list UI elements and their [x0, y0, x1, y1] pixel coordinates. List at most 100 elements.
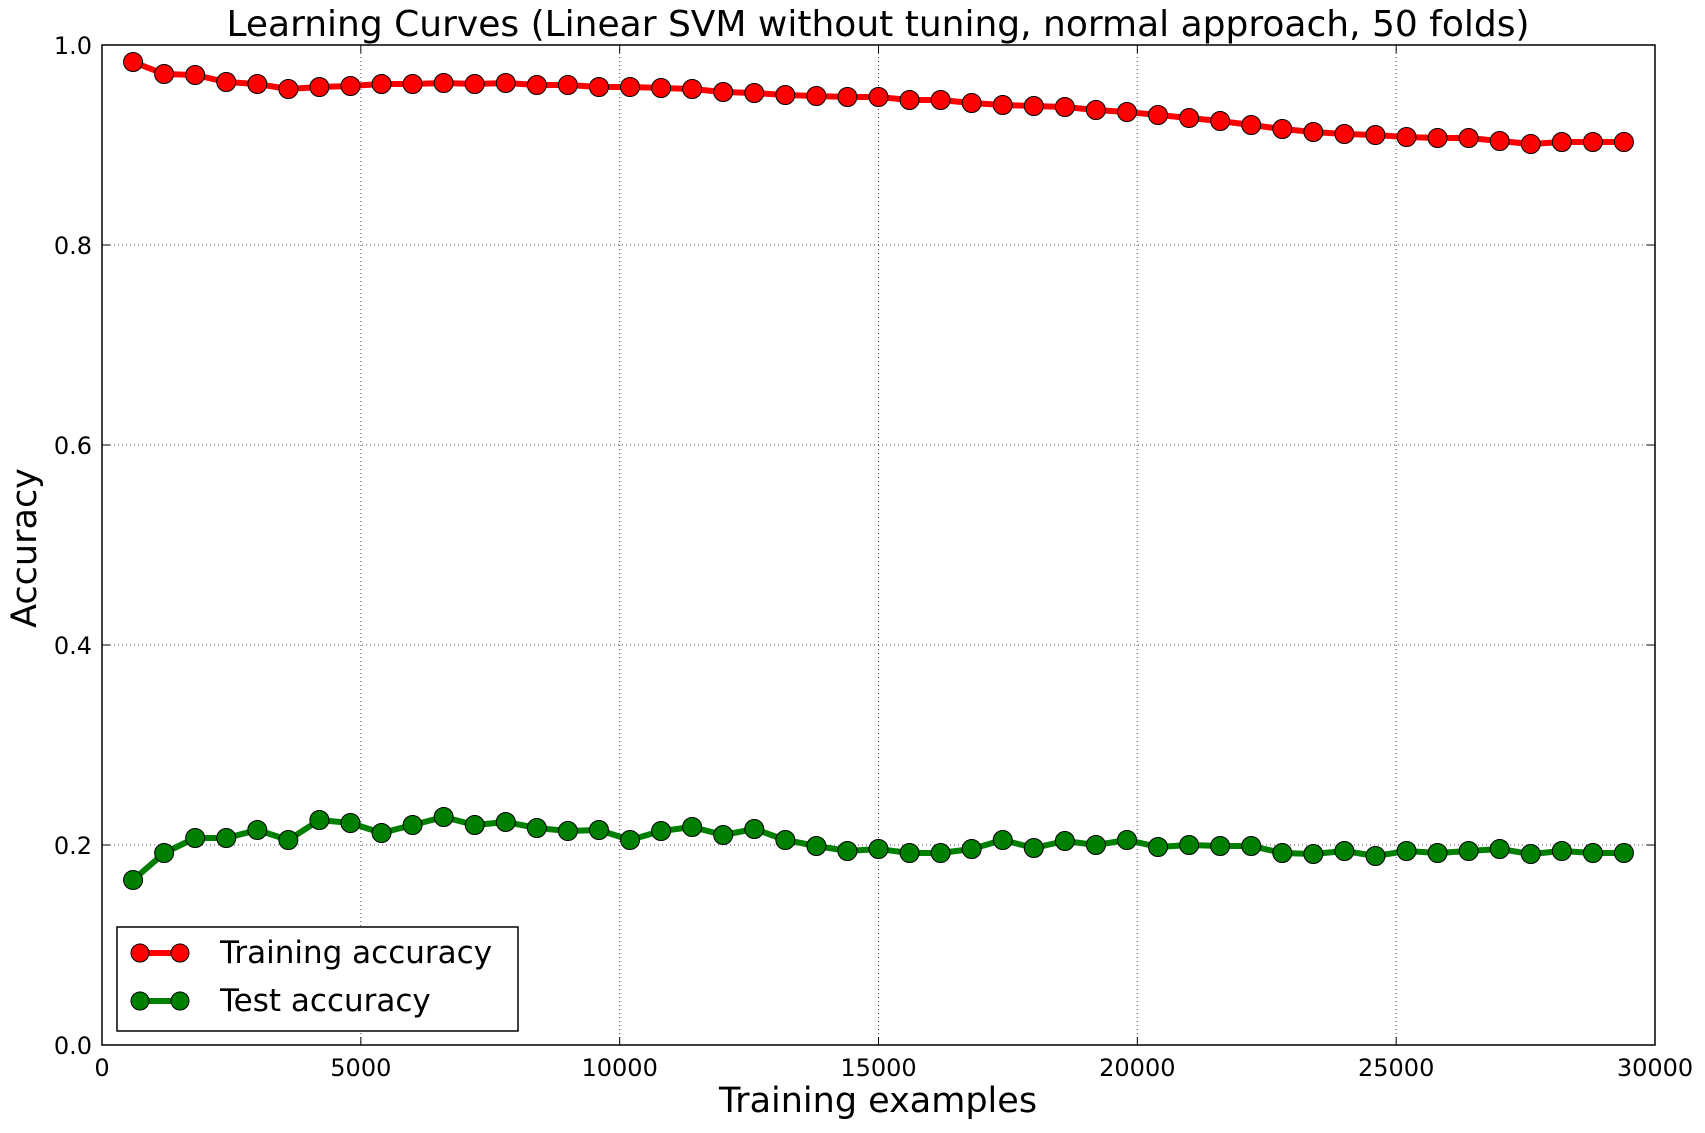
legend-label-training: Training accuracy	[219, 935, 492, 971]
data-point-training-accuracy	[588, 77, 609, 97]
data-point-test-accuracy	[744, 819, 765, 839]
data-point-test-accuracy	[1054, 831, 1075, 851]
data-point-training-accuracy	[1551, 132, 1572, 152]
data-point-training-accuracy	[775, 85, 796, 105]
data-point-test-accuracy	[620, 830, 641, 850]
data-point-test-accuracy	[278, 830, 299, 850]
data-point-test-accuracy	[992, 830, 1013, 850]
axis-ticks: 0 5000 10000 15000 20000 25000 30000 0.0 0.2 0.4 0…	[54, 32, 1693, 1082]
data-point-training-accuracy	[682, 79, 703, 99]
data-point-training-accuracy	[1179, 108, 1200, 128]
data-point-test-accuracy	[247, 820, 268, 840]
data-point-training-accuracy	[1458, 128, 1479, 148]
data-point-training-accuracy	[651, 78, 672, 98]
data-point-test-accuracy	[123, 870, 144, 890]
x-tick-label: 30000	[1617, 1054, 1693, 1082]
series	[123, 52, 1634, 890]
data-point-test-accuracy	[1179, 835, 1200, 855]
data-point-training-accuracy	[1582, 132, 1603, 152]
data-point-test-accuracy	[651, 821, 672, 841]
legend-label-test: Test accuracy	[219, 983, 431, 1019]
data-point-training-accuracy	[1489, 131, 1510, 151]
data-point-test-accuracy	[1458, 841, 1479, 861]
y-tick-label: 1.0	[54, 32, 92, 60]
y-tick-label: 0.4	[54, 632, 92, 660]
data-point-test-accuracy	[1210, 836, 1231, 856]
data-point-test-accuracy	[1613, 843, 1634, 863]
legend-marker-test	[170, 991, 190, 1011]
data-point-training-accuracy	[557, 75, 578, 95]
data-point-training-accuracy	[806, 86, 827, 106]
chart-title: Learning Curves (Linear SVM without tuni…	[226, 4, 1529, 45]
legend-marker-test	[130, 991, 150, 1011]
data-point-training-accuracy	[992, 95, 1013, 115]
legend-marker-training	[130, 943, 150, 963]
x-tick-label: 0	[94, 1054, 109, 1082]
data-point-test-accuracy	[185, 828, 206, 848]
data-point-training-accuracy	[154, 64, 175, 84]
data-point-training-accuracy	[1116, 102, 1137, 122]
data-point-test-accuracy	[1303, 844, 1324, 864]
data-point-test-accuracy	[495, 812, 516, 832]
data-point-test-accuracy	[806, 836, 827, 856]
data-point-training-accuracy	[1241, 115, 1262, 135]
y-tick-label: 0.2	[54, 832, 92, 860]
data-point-test-accuracy	[1334, 841, 1355, 861]
data-point-test-accuracy	[526, 818, 547, 838]
y-tick-label: 0.8	[54, 232, 92, 260]
data-point-test-accuracy	[1023, 838, 1044, 858]
data-point-test-accuracy	[1520, 844, 1541, 864]
data-point-training-accuracy	[744, 83, 765, 103]
data-point-training-accuracy	[1396, 127, 1417, 147]
y-tick-label: 0.0	[54, 1032, 92, 1060]
data-point-test-accuracy	[371, 823, 392, 843]
data-point-test-accuracy	[1148, 837, 1169, 857]
data-point-training-accuracy	[1303, 122, 1324, 142]
data-point-training-accuracy	[837, 87, 858, 107]
data-point-test-accuracy	[1272, 843, 1293, 863]
data-point-training-accuracy	[185, 65, 206, 85]
data-point-training-accuracy	[1023, 96, 1044, 116]
data-point-training-accuracy	[713, 82, 734, 102]
data-point-test-accuracy	[588, 820, 609, 840]
data-point-training-accuracy	[278, 79, 299, 99]
data-point-test-accuracy	[216, 828, 237, 848]
data-point-training-accuracy	[1085, 100, 1106, 120]
legend: Training accuracy Test accuracy	[116, 926, 519, 1032]
data-point-test-accuracy	[868, 839, 889, 859]
data-point-test-accuracy	[1427, 843, 1448, 863]
y-axis-label: Accuracy	[5, 468, 45, 628]
data-point-training-accuracy	[1272, 119, 1293, 139]
data-point-training-accuracy	[216, 72, 237, 92]
x-axis-label: Training examples	[718, 1081, 1037, 1121]
data-point-training-accuracy	[899, 90, 920, 110]
data-point-training-accuracy	[247, 74, 268, 94]
data-point-training-accuracy	[1365, 125, 1386, 145]
x-tick-label: 15000	[840, 1054, 916, 1082]
data-point-test-accuracy	[402, 815, 423, 835]
data-point-test-accuracy	[1085, 835, 1106, 855]
data-point-training-accuracy	[930, 90, 951, 110]
x-tick-label: 5000	[330, 1054, 391, 1082]
data-point-training-accuracy	[340, 76, 361, 96]
data-point-test-accuracy	[713, 825, 734, 845]
data-point-test-accuracy	[1396, 841, 1417, 861]
data-point-training-accuracy	[1520, 134, 1541, 154]
data-point-test-accuracy	[1116, 830, 1137, 850]
data-point-test-accuracy	[1582, 843, 1603, 863]
data-point-training-accuracy	[371, 74, 392, 94]
data-point-training-accuracy	[961, 93, 982, 113]
x-tick-label: 25000	[1358, 1054, 1434, 1082]
data-point-training-accuracy	[1427, 128, 1448, 148]
data-point-training-accuracy	[1148, 105, 1169, 125]
x-tick-label: 10000	[581, 1054, 657, 1082]
data-point-test-accuracy	[1241, 836, 1262, 856]
plot-frame	[101, 44, 1656, 1046]
data-point-test-accuracy	[961, 839, 982, 859]
data-point-test-accuracy	[930, 843, 951, 863]
data-point-training-accuracy	[1613, 132, 1634, 152]
x-tick-label: 20000	[1099, 1054, 1175, 1082]
data-point-training-accuracy	[1210, 111, 1231, 131]
